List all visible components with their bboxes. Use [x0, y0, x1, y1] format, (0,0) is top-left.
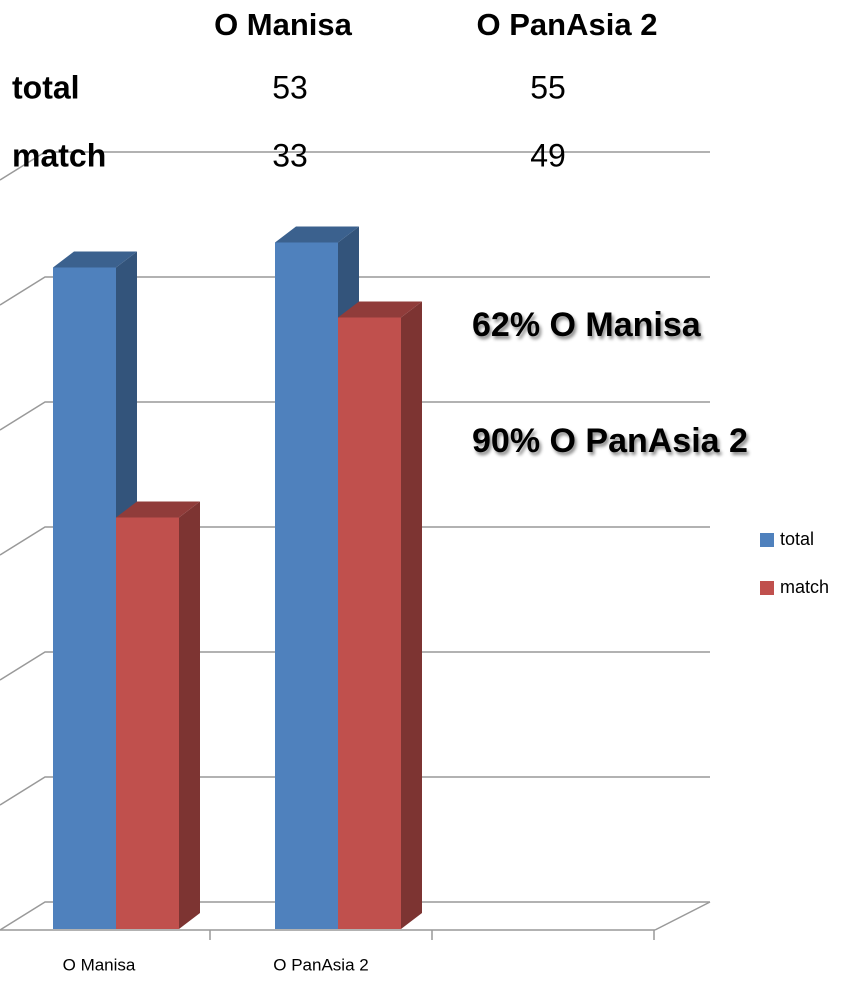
- legend-swatch: [760, 581, 774, 595]
- table-cell: 55: [530, 69, 566, 105]
- bar-side: [179, 501, 200, 929]
- grid-line: [0, 151, 710, 181]
- table-header: O Manisa: [214, 7, 353, 42]
- table-cell: 53: [272, 69, 308, 105]
- bar-top: [338, 301, 422, 318]
- floor: [0, 901, 711, 931]
- grid-line: [0, 401, 710, 431]
- table-cell: 33: [272, 137, 308, 173]
- annotation: 62% O Manisa: [472, 306, 702, 344]
- table-row-label: total: [12, 69, 80, 105]
- x-tick-label: O PanAsia 2: [273, 955, 368, 974]
- legend-label: total: [780, 529, 814, 549]
- table-header: O PanAsia 2: [477, 7, 658, 42]
- bar-top: [275, 226, 359, 243]
- bars: [53, 226, 422, 929]
- bar-top: [53, 251, 137, 268]
- labels: O Manisa O PanAsia 2 O Manisa O PanAsia 2 to…: [12, 7, 829, 974]
- bar: [338, 301, 422, 929]
- bar-front: [338, 317, 401, 929]
- bar-front: [53, 267, 116, 929]
- table-row-label: match: [12, 137, 106, 173]
- grid-line: [0, 901, 710, 931]
- table-cell: 49: [530, 137, 566, 173]
- legend-label: match: [780, 577, 829, 597]
- bar-side: [401, 301, 422, 929]
- legend-swatch: [760, 533, 774, 547]
- bar-front: [116, 517, 179, 929]
- grid-line: [0, 776, 710, 806]
- bar: [116, 501, 200, 929]
- floor-side: [654, 901, 711, 931]
- x-tick-label: O Manisa: [63, 955, 136, 974]
- bar-top: [116, 501, 200, 518]
- grid-line: [0, 651, 710, 681]
- bar-front: [275, 242, 338, 929]
- grid: [0, 151, 710, 940]
- annotation: 90% O PanAsia 2: [472, 422, 748, 460]
- grid-line: [0, 526, 710, 556]
- grid-line: [0, 276, 710, 306]
